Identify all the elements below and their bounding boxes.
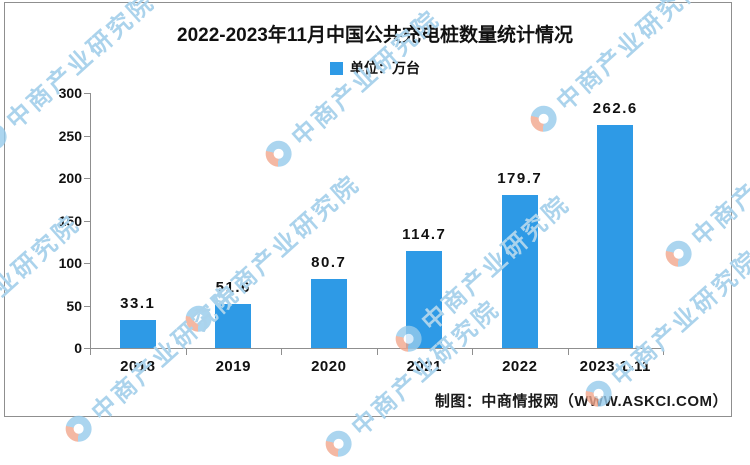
y-axis-label: 250 <box>58 127 82 144</box>
x-axis-tick <box>376 349 378 355</box>
y-axis-label: 300 <box>58 85 82 101</box>
bar-value-label: 262.6 <box>592 99 638 117</box>
bar-value-label: 51.6 <box>215 279 251 297</box>
x-axis-tick <box>281 349 282 355</box>
y-axis-label: 50 <box>66 297 82 314</box>
y-axis-tick <box>84 93 90 94</box>
x-axis-tick <box>90 349 91 355</box>
bar-value-label: 33.1 <box>120 294 156 312</box>
x-axis-tick <box>185 349 187 355</box>
bar-value-label: 114.7 <box>402 225 447 243</box>
y-axis-tick <box>84 263 90 264</box>
watermark-logo-icon <box>319 425 357 462</box>
y-axis-tick <box>84 178 90 179</box>
y-axis-label: 100 <box>58 255 82 271</box>
bar <box>215 304 252 348</box>
y-axis-label: 200 <box>58 170 82 186</box>
bar <box>119 319 156 348</box>
x-axis-label: 2022 <box>502 358 538 375</box>
x-axis-label: 2020 <box>311 358 347 375</box>
x-axis-label: 2021 <box>406 358 442 375</box>
bar <box>310 279 347 348</box>
chart-title: 2022-2023年11月中国公共充电桩数量统计情况 <box>177 25 573 46</box>
bar <box>597 124 634 348</box>
x-axis <box>84 348 664 349</box>
y-axis-tick <box>84 135 90 137</box>
chart-border-frame <box>4 2 732 417</box>
bar <box>406 250 443 348</box>
y-axis <box>90 93 91 354</box>
legend-swatch-icon <box>330 61 343 75</box>
bar-value-label: 80.7 <box>311 254 347 272</box>
x-axis-label: 2019 <box>215 358 251 375</box>
y-axis-label: 150 <box>58 212 82 229</box>
y-axis-tick <box>84 305 90 307</box>
bar <box>501 195 538 348</box>
bar-value-label: 179.7 <box>497 170 543 188</box>
x-axis-label: 2018 <box>120 358 156 375</box>
x-axis-tick <box>663 349 664 355</box>
x-axis-tick <box>567 349 569 355</box>
footer-credit: 制图：中商情报网（WWW.ASKCI.COM） <box>434 393 728 410</box>
x-axis-label: 2023.1-11 <box>579 358 651 375</box>
legend: 单位：万台 <box>0 59 750 77</box>
legend-label: 单位：万台 <box>350 60 420 76</box>
x-axis-tick <box>472 349 473 355</box>
y-axis-tick <box>84 220 90 222</box>
y-axis-label: 0 <box>74 340 82 356</box>
y-axis-tick <box>84 348 90 349</box>
